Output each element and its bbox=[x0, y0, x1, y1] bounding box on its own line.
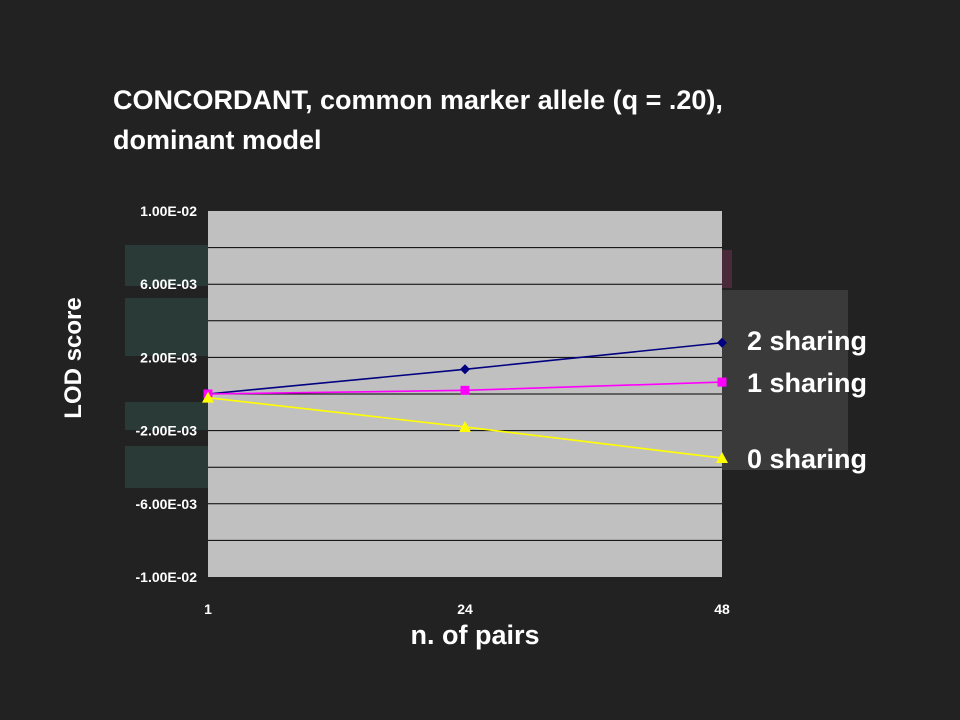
series-0-sharing bbox=[202, 391, 728, 464]
x-axis-label: n. of pairs bbox=[410, 620, 539, 650]
data-point-diamond bbox=[460, 364, 470, 375]
y-tick-label: -6.00E-03 bbox=[136, 496, 198, 512]
decorative-background-shapes bbox=[125, 245, 848, 488]
gridlines bbox=[208, 247, 722, 541]
x-tick-label: 1 bbox=[204, 601, 212, 617]
x-tick-label: 24 bbox=[457, 601, 473, 617]
series-labels: 2 sharing 1 sharing 0 sharing bbox=[747, 326, 867, 474]
chart-title-line-1: CONCORDANT, common marker allele (q = .2… bbox=[113, 85, 723, 115]
series-label: 1 sharing bbox=[747, 368, 867, 398]
data-point-square bbox=[717, 377, 727, 387]
y-tick-label: -2.00E-03 bbox=[136, 423, 198, 439]
y-tick-label: -1.00E-02 bbox=[136, 569, 198, 585]
y-tick-label: 6.00E-03 bbox=[140, 276, 197, 292]
series-label: 2 sharing bbox=[747, 326, 867, 356]
series-layer bbox=[202, 337, 728, 464]
deco-block bbox=[125, 446, 210, 488]
data-point-triangle bbox=[202, 391, 214, 403]
deco-block bbox=[125, 298, 210, 356]
chart-title-line-2: dominant model bbox=[113, 125, 322, 155]
data-point-square bbox=[460, 385, 470, 395]
y-axis-ticks: 1.00E-02 6.00E-03 2.00E-03 -2.00E-03 -6.00E-… bbox=[136, 203, 198, 585]
chart-title: CONCORDANT, common marker allele (q = .2… bbox=[113, 80, 893, 160]
y-axis-label: LOD score bbox=[60, 297, 87, 418]
data-point-triangle bbox=[716, 452, 728, 464]
deco-block bbox=[722, 290, 848, 470]
y-tick-label: 2.00E-03 bbox=[140, 349, 197, 365]
deco-block bbox=[125, 402, 210, 430]
deco-block bbox=[125, 245, 210, 286]
series-label: 0 sharing bbox=[747, 444, 867, 474]
deco-block bbox=[722, 250, 732, 288]
data-point-diamond bbox=[717, 337, 727, 348]
y-tick-label: 1.00E-02 bbox=[140, 203, 197, 219]
x-axis-ticks: 1 24 48 bbox=[204, 601, 730, 617]
x-tick-label: 48 bbox=[714, 601, 730, 617]
data-point-triangle bbox=[459, 420, 471, 432]
